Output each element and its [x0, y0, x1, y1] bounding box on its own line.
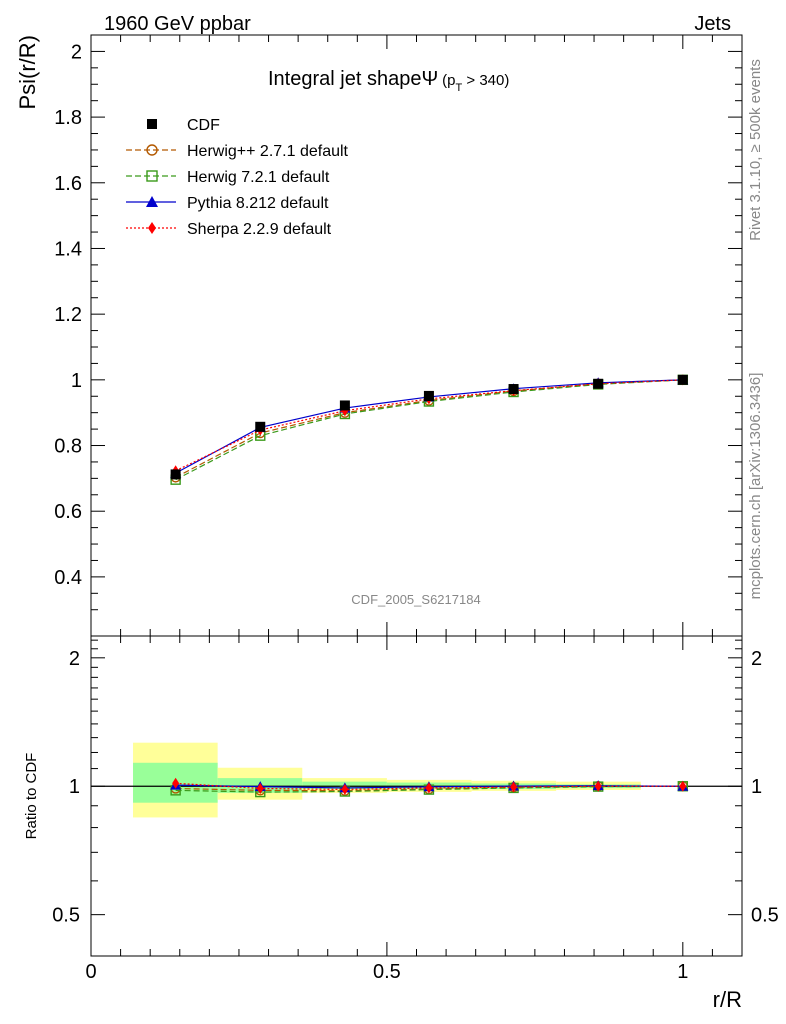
ratio-point-4: [425, 782, 433, 794]
x-axis-label: r/R: [713, 987, 742, 1012]
y-tick-label: 1.4: [54, 238, 82, 260]
ratio-y-tick-label: 2: [69, 648, 80, 670]
main-ticks: 0.4 0.6 0.8 1 1.2 1.4 1.6 1.8 2: [54, 35, 742, 636]
y-tick-label: 1.2: [54, 304, 82, 326]
rivet-label: Rivet 3.1.10, ≥ 500k events: [747, 59, 764, 241]
chart-title-sub: (p: [442, 72, 455, 89]
legend-marker-0: [147, 119, 157, 129]
ratio-point-4: [256, 782, 264, 794]
legend-marker-3: [146, 196, 158, 207]
ratio-ticks: 0.5 0.5 1 1 2 2: [52, 639, 779, 927]
ratio-point-4: [679, 780, 687, 792]
chart-title: Integral jet shapeΨ: [268, 68, 438, 90]
legend: CDF Herwig++ 2.7.1 default Herwig 7.2.1 de…: [126, 117, 349, 238]
x-tick-label: 0: [85, 961, 96, 983]
main-series: [170, 374, 689, 485]
data-point-0: [508, 384, 519, 395]
chart-title-subscript: T: [456, 82, 463, 94]
ratio-point-4: [594, 780, 602, 792]
y-tick-label: 0.8: [54, 436, 82, 458]
y-tick-label: 2: [71, 41, 82, 63]
y-tick-label: 1.8: [54, 107, 82, 129]
ratio-point-4: [510, 781, 518, 793]
x-tick-label: 1: [677, 961, 688, 983]
ratio-point-4: [341, 783, 349, 795]
ratio-y-tick-label: 0.5: [52, 905, 80, 927]
legend-marker-1: [146, 144, 158, 156]
legend-label-0: CDF: [187, 117, 220, 134]
ratio-y-tick-label-right: 0.5: [751, 905, 779, 927]
legend-label-1: Herwig++ 2.7.1 default: [187, 143, 349, 160]
x-ticks: 0 0.5 1: [85, 636, 713, 983]
x-tick-label: 0.5: [373, 961, 401, 983]
data-point-0: [170, 469, 181, 480]
chart-title-tail: > 340): [462, 72, 509, 89]
data-point-0: [677, 374, 688, 385]
y-tick-label: 1.6: [54, 173, 82, 195]
legend-marker-2: [146, 170, 158, 182]
mcplots-label: mcplots.cern.ch [arXiv:1306.3436]: [747, 373, 764, 600]
y-axis-label: Psi(r/R): [15, 35, 40, 110]
y-tick-label: 0.6: [54, 501, 82, 523]
data-point-0: [593, 378, 604, 389]
main-panel: Psi(r/R) Integral jet shapeΨ (pT > 340) C…: [15, 34, 743, 637]
legend-marker-4: [148, 222, 156, 234]
ratio-y-axis-label: Ratio to CDF: [23, 753, 40, 840]
energy-label: 1960 GeV ppbar: [104, 13, 251, 35]
legend-label-2: Herwig 7.2.1 default: [187, 169, 330, 186]
analysis-label: CDF_2005_S6217184: [351, 592, 480, 607]
ratio-point-4: [172, 777, 180, 789]
ratio-panel: Ratio to CDF 0.5 0.51 12 2 0 0.5 1 r/R: [23, 635, 779, 1012]
y-tick-label: 1: [71, 370, 82, 392]
ratio-y-tick-label-right: 2: [751, 648, 762, 670]
svg-text:Integral jet shapeΨ(pT > 340): Integral jet shapeΨ (pT > 340): [268, 68, 509, 94]
ratio-y-tick-label-right: 1: [751, 776, 762, 798]
legend-label-3: Pythia 8.212 default: [187, 195, 329, 212]
data-point-0: [255, 421, 266, 432]
ratio-y-tick-label: 1: [69, 776, 80, 798]
data-point-0: [339, 400, 350, 411]
ratio-bands: [133, 742, 641, 818]
process-label: Jets: [694, 13, 731, 35]
legend-label-4: Sherpa 2.2.9 default: [187, 221, 332, 238]
y-tick-label: 0.4: [54, 567, 82, 589]
ratio-series: [91, 777, 742, 798]
data-point-0: [423, 390, 434, 401]
